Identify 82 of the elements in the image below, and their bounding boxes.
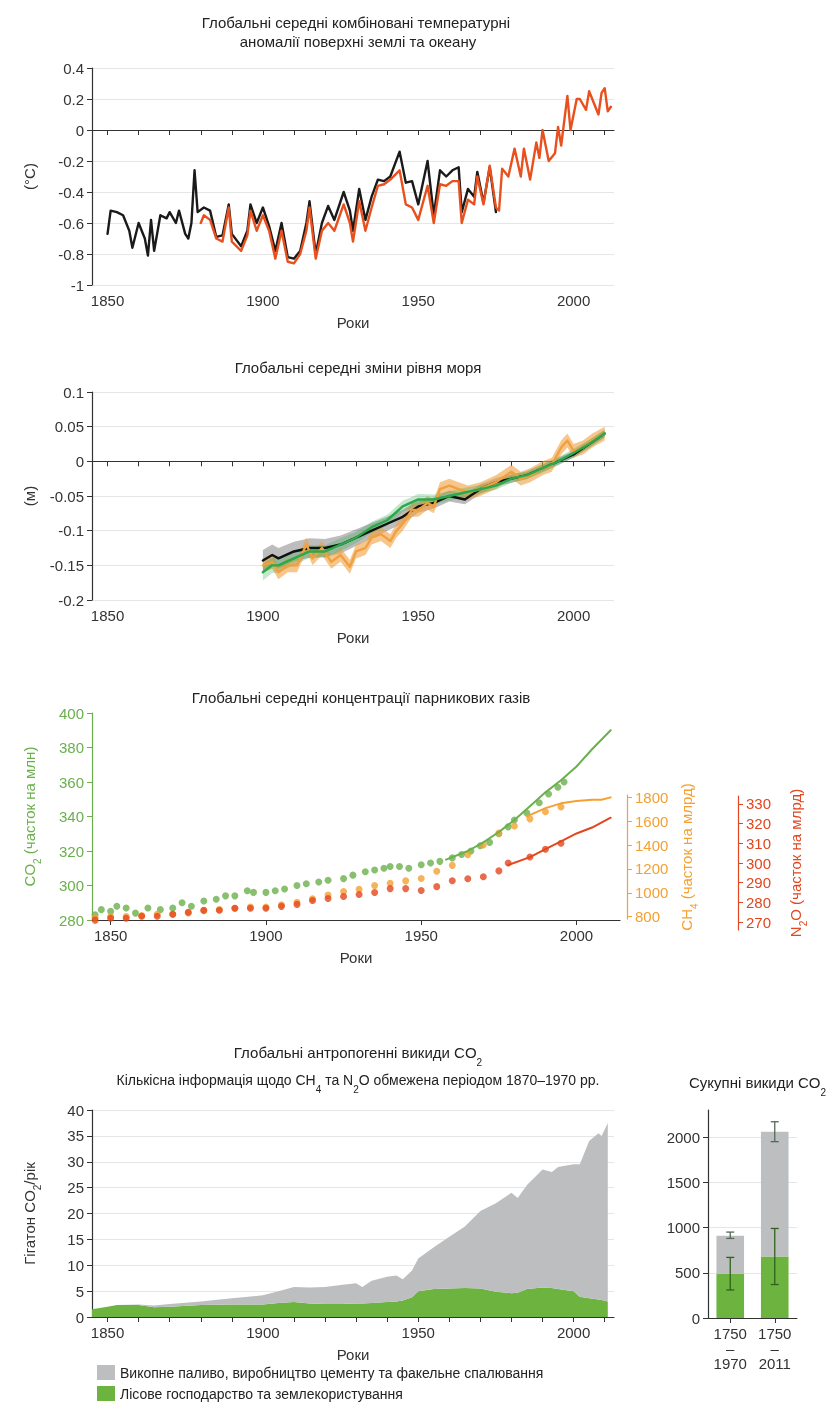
y-tick-label: 5 [75,1282,84,1300]
y2-tick-label: 800 [635,908,661,926]
y-tick-label: 300 [58,877,84,894]
y-tick-label: -0.15 [49,556,84,574]
y3-tick-label: 290 [746,874,772,892]
y-tick-label: -0.4 [58,183,84,201]
x-axis-title: Роки [336,629,370,646]
y-tick-label: 20 [67,1205,84,1222]
x-tick-label: 1950 [404,927,438,944]
x-tick-label: 1950 [401,1324,435,1341]
y-tick-label: 0.2 [63,90,84,108]
y3-tick-label: 270 [746,913,772,931]
y-tick-label: 380 [58,739,84,756]
y3-tick-label: 330 [746,795,772,813]
y3-tick-label: 320 [746,815,772,833]
x-tick-label: 1850 [90,607,125,624]
x-tick-label: 1900 [246,292,280,309]
x-tick-label: 2000 [556,607,591,624]
y-tick-label: 25 [67,1179,84,1197]
y3-axis-title: N2O (часток на млрд) [787,788,809,938]
y3-tick-label: 280 [746,893,772,911]
y-tick-label: 15 [67,1230,84,1248]
x-tick-label: 1900 [246,607,280,624]
x-tick-label: 1850 [93,927,128,944]
y-tick-label: -0.1 [58,522,84,540]
y-axis-title: CO2 (часток на млн) [21,746,43,887]
y-tick-label: 280 [58,911,84,929]
y-tick-label: -0.8 [58,245,84,263]
y-tick-label: -0.2 [58,152,84,170]
y-tick-label: 35 [67,1127,84,1145]
y-axis-title: (м) [21,485,38,507]
y-tick-label: 1000 [666,1219,700,1237]
y-tick-label: -0.05 [49,487,84,505]
y-tick-label: 0.4 [63,59,84,77]
y-tick-label: 1500 [666,1173,700,1191]
x-tick-label: 1750–2011 [758,1325,792,1372]
x-axis-title: Роки [336,1346,370,1363]
y-tick-label: 320 [58,842,84,860]
x-tick-label: 2000 [556,292,591,309]
y2-tick-label: 1400 [635,836,669,854]
y-tick-label: 30 [67,1153,84,1171]
y-tick-label: 400 [58,704,84,722]
chart-title: Глобальні середні комбіновані температурні аномалії поверхні землі та океану [201,14,515,50]
y2-tick-label: 1200 [635,860,669,878]
y-tick-label: -0.6 [58,214,84,232]
y-tick-label: 0 [691,1309,700,1327]
y-tick-label: 0 [75,121,84,139]
y-tick-label: 0.05 [54,418,84,436]
y-axis-title: Гігатон CO2/рік [21,1161,43,1265]
chart-title: Глобальні середні зміни рівня моря [234,359,482,376]
x-tick-label: 1750–1970 [713,1325,747,1372]
x-tick-label: 1950 [401,292,435,309]
y-tick-label: 0 [75,1308,84,1326]
y-tick-label: 340 [58,808,84,825]
y3-tick-label: 300 [746,854,772,872]
x-tick-label: 1950 [401,607,435,624]
x-tick-label: 1900 [249,927,283,944]
x-tick-label: 2000 [559,927,594,944]
y2-tick-label: 1800 [635,788,669,806]
x-tick-label: 2000 [556,1324,591,1341]
y-tick-label: -0.2 [58,591,84,609]
y-tick-label: 2000 [666,1128,700,1146]
y-axis-title: (°C) [21,163,38,190]
x-axis-title: Роки [336,314,370,331]
y-tick-label: 40 [67,1101,84,1119]
y2-tick-label: 1600 [635,812,669,830]
y-tick-label: 0.1 [63,383,84,401]
legend-label: Лісове господарство та землекористування [120,1385,403,1402]
y2-axis-title: CH4 (часток на млрд) [678,783,700,931]
legend-label: Викопне паливо, виробництво цементу та факельне спалювання [120,1364,544,1381]
y-tick-label: 0 [75,452,84,470]
y-tick-label: 500 [674,1264,700,1282]
x-axis-title: Роки [339,949,373,966]
x-tick-label: 1900 [246,1324,280,1341]
y2-tick-label: 1000 [635,884,669,902]
y-tick-label: 360 [58,773,84,791]
x-tick-label: 1850 [90,292,125,309]
chart-title: Глобальні середні концентрації парникових газів [191,689,531,706]
y3-tick-label: 310 [746,834,772,852]
x-tick-label: 1850 [90,1324,125,1341]
y-tick-label: -1 [70,276,84,294]
y-tick-label: 10 [67,1256,84,1274]
